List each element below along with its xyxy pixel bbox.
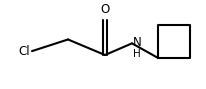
Text: N: N (133, 36, 142, 49)
Text: O: O (100, 3, 110, 16)
Text: Cl: Cl (18, 45, 30, 58)
Text: H: H (133, 49, 141, 59)
